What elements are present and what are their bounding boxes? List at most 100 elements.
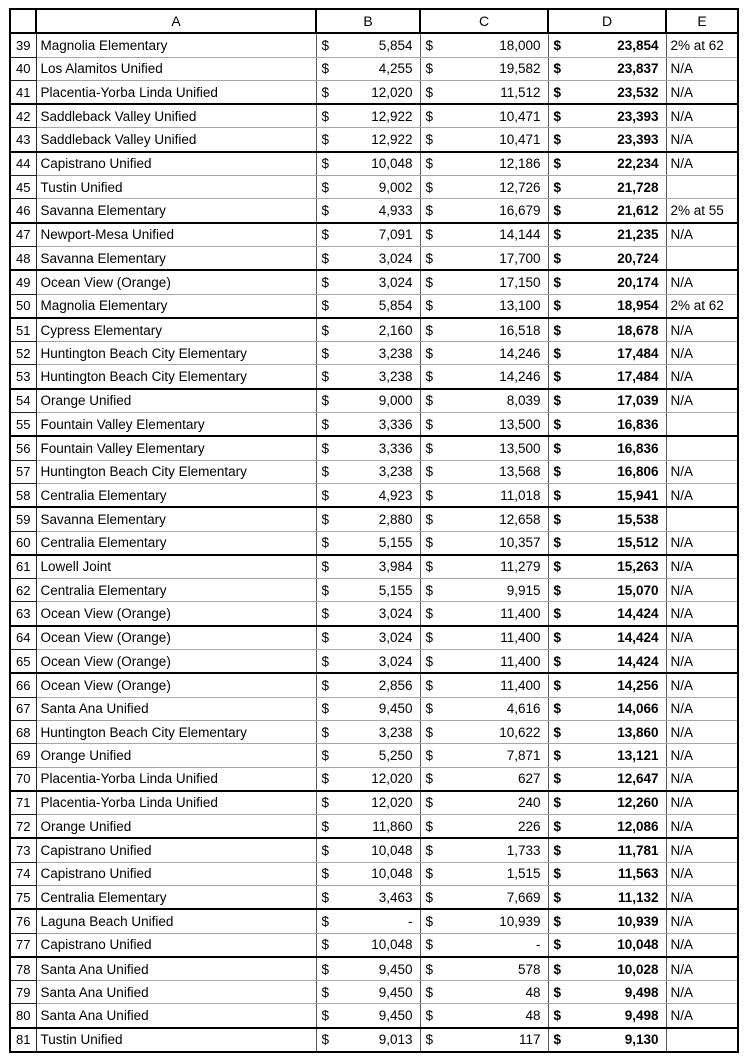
cell-amount-b[interactable]: $3,336	[315, 435, 421, 461]
select-all-corner[interactable]	[9, 7, 37, 35]
cell-amount-c[interactable]: $10,939	[419, 908, 549, 934]
cell-amount-total[interactable]: $14,424	[547, 625, 667, 651]
cell-amount-total[interactable]: $14,066	[547, 696, 667, 721]
cell-amount-b[interactable]: $10,048	[315, 932, 421, 958]
cell-amount-b[interactable]: $3,238	[315, 719, 421, 745]
cell-amount-total[interactable]: $13,860	[547, 719, 667, 745]
cell-note[interactable]: N/A	[665, 222, 739, 247]
cell-district[interactable]: Orange Unified	[35, 743, 317, 768]
row-number[interactable]: 81	[9, 1027, 37, 1054]
cell-amount-total[interactable]: $18,954	[547, 293, 667, 319]
cell-amount-c[interactable]: $48	[419, 1003, 549, 1029]
cell-note[interactable]: N/A	[665, 908, 739, 934]
cell-amount-total[interactable]: $14,424	[547, 601, 667, 627]
cell-note[interactable]: N/A	[665, 151, 739, 177]
cell-district[interactable]: Huntington Beach City Elementary	[35, 341, 317, 366]
cell-amount-total[interactable]: $16,836	[547, 435, 667, 461]
cell-amount-c[interactable]: $16,679	[419, 198, 549, 224]
cell-district[interactable]: Capistrano Unified	[35, 837, 317, 863]
cell-note[interactable]	[665, 412, 739, 438]
cell-amount-total[interactable]: $13,121	[547, 743, 667, 768]
cell-amount-c[interactable]: $11,400	[419, 649, 549, 675]
row-number[interactable]: 62	[9, 578, 37, 603]
cell-note[interactable]: N/A	[665, 743, 739, 768]
cell-amount-c[interactable]: $18,000	[419, 32, 549, 58]
cell-amount-c[interactable]: $12,186	[419, 151, 549, 177]
cell-amount-b[interactable]: $9,450	[315, 696, 421, 721]
row-number[interactable]: 51	[9, 317, 37, 343]
cell-amount-total[interactable]: $15,538	[547, 506, 667, 532]
cell-amount-total[interactable]: $17,039	[547, 388, 667, 414]
cell-district[interactable]: Centralia Elementary	[35, 578, 317, 603]
cell-amount-b[interactable]: $3,984	[315, 554, 421, 580]
cell-district[interactable]: Ocean View (Orange)	[35, 601, 317, 627]
row-number[interactable]: 66	[9, 672, 37, 698]
cell-amount-total[interactable]: $10,939	[547, 908, 667, 934]
cell-note[interactable]	[665, 506, 739, 532]
cell-amount-total[interactable]: $11,563	[547, 861, 667, 886]
cell-amount-b[interactable]: $12,020	[315, 766, 421, 792]
row-number[interactable]: 75	[9, 884, 37, 911]
cell-district[interactable]: Centralia Elementary	[35, 482, 317, 509]
column-header-d[interactable]: D	[547, 7, 667, 35]
cell-amount-c[interactable]: $226	[419, 814, 549, 840]
cell-amount-total[interactable]: $18,678	[547, 317, 667, 343]
cell-district[interactable]: Santa Ana Unified	[35, 1003, 317, 1029]
cell-district[interactable]: Newport-Mesa Unified	[35, 222, 317, 247]
cell-amount-c[interactable]: $10,471	[419, 103, 549, 129]
cell-district[interactable]: Savanna Elementary	[35, 245, 317, 272]
cell-note[interactable]: N/A	[665, 625, 739, 651]
cell-district[interactable]: Capistrano Unified	[35, 861, 317, 886]
cell-amount-b[interactable]: $ -	[315, 908, 421, 934]
cell-district[interactable]: Orange Unified	[35, 814, 317, 840]
cell-note[interactable]: N/A	[665, 980, 739, 1005]
cell-amount-total[interactable]: $17,484	[547, 341, 667, 366]
row-number[interactable]: 39	[9, 32, 37, 58]
cell-amount-total[interactable]: $16,806	[547, 459, 667, 484]
cell-amount-c[interactable]: $578	[419, 956, 549, 982]
cell-note[interactable]	[665, 245, 739, 272]
row-number[interactable]: 61	[9, 554, 37, 580]
cell-district[interactable]: Laguna Beach Unified	[35, 908, 317, 934]
cell-district[interactable]: Fountain Valley Elementary	[35, 412, 317, 438]
cell-amount-c[interactable]: $17,150	[419, 269, 549, 295]
cell-amount-c[interactable]: $13,500	[419, 412, 549, 438]
cell-amount-total[interactable]: $16,836	[547, 412, 667, 438]
cell-amount-c[interactable]: $17,700	[419, 245, 549, 272]
cell-amount-total[interactable]: $12,086	[547, 814, 667, 840]
cell-amount-c[interactable]: $11,400	[419, 672, 549, 698]
cell-note[interactable]: N/A	[665, 601, 739, 627]
cell-district[interactable]: Placentia-Yorba Linda Unified	[35, 790, 317, 816]
cell-note[interactable]: N/A	[665, 388, 739, 414]
cell-amount-total[interactable]: $21,728	[547, 175, 667, 200]
cell-amount-c[interactable]: $10,622	[419, 719, 549, 745]
cell-amount-total[interactable]: $15,512	[547, 530, 667, 556]
row-number[interactable]: 59	[9, 506, 37, 532]
cell-amount-c[interactable]: $7,871	[419, 743, 549, 768]
cell-note[interactable]: N/A	[665, 554, 739, 580]
cell-district[interactable]: Saddleback Valley Unified	[35, 127, 317, 153]
cell-amount-total[interactable]: $20,724	[547, 245, 667, 272]
cell-amount-c[interactable]: $11,279	[419, 554, 549, 580]
cell-district[interactable]: Los Alamitos Unified	[35, 56, 317, 81]
cell-amount-c[interactable]: $ -	[419, 932, 549, 958]
row-number[interactable]: 47	[9, 222, 37, 247]
cell-note[interactable]: N/A	[665, 672, 739, 698]
cell-district[interactable]: Capistrano Unified	[35, 932, 317, 958]
column-header-c[interactable]: C	[419, 7, 549, 35]
cell-amount-b[interactable]: $5,155	[315, 578, 421, 603]
cell-district[interactable]: Ocean View (Orange)	[35, 672, 317, 698]
cell-amount-b[interactable]: $3,336	[315, 412, 421, 438]
cell-district[interactable]: Ocean View (Orange)	[35, 625, 317, 651]
cell-district[interactable]: Placentia-Yorba Linda Unified	[35, 766, 317, 792]
cell-note[interactable]: N/A	[665, 317, 739, 343]
cell-amount-total[interactable]: $23,393	[547, 127, 667, 153]
cell-amount-b[interactable]: $5,250	[315, 743, 421, 768]
row-number[interactable]: 48	[9, 245, 37, 272]
cell-amount-total[interactable]: $12,260	[547, 790, 667, 816]
row-number[interactable]: 45	[9, 175, 37, 200]
cell-amount-total[interactable]: $10,048	[547, 932, 667, 958]
cell-amount-b[interactable]: $4,933	[315, 198, 421, 224]
cell-amount-b[interactable]: $10,048	[315, 837, 421, 863]
cell-amount-c[interactable]: $4,616	[419, 696, 549, 721]
